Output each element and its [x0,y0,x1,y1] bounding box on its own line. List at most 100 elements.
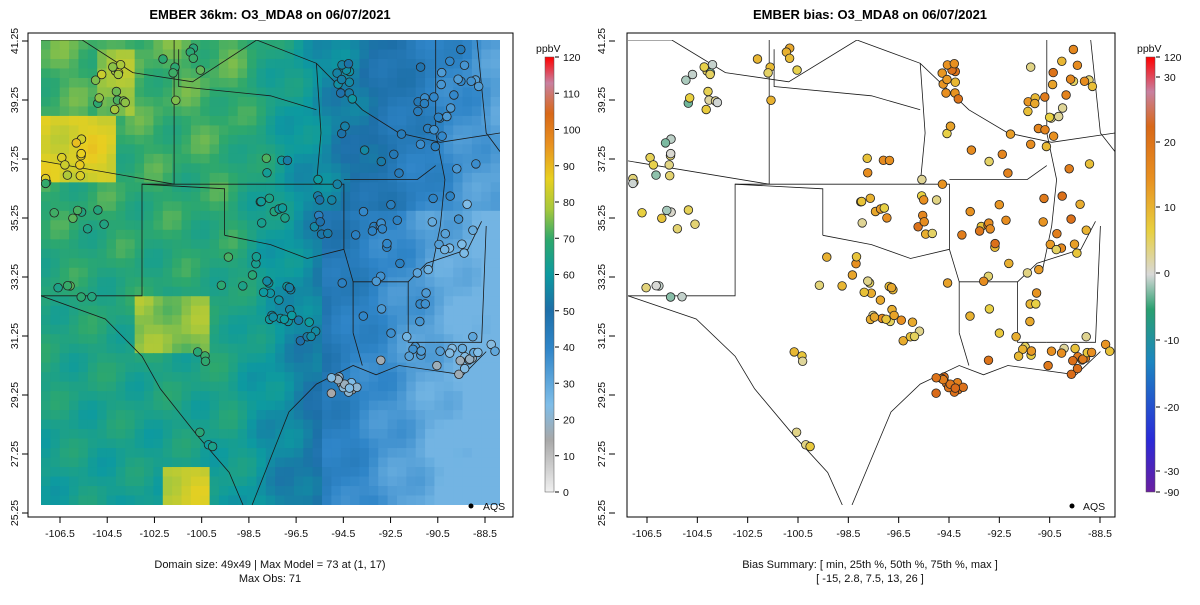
heatmap-cell [59,286,70,297]
heatmap-cell [359,343,370,354]
heatmap-cell [340,153,351,164]
heatmap-cell [237,495,248,505]
heatmap-cell [41,429,51,440]
colorbar-tick-label: 90 [563,161,575,173]
heatmap-cell [87,182,98,193]
heatmap-cell [218,191,229,202]
heatmap-cell [434,96,445,108]
heatmap-cell [162,324,173,335]
heatmap-cell [256,267,267,278]
heatmap-cell [115,315,126,326]
heatmap-cell [144,495,155,505]
bias-station-point [950,77,961,87]
heatmap-cell [434,58,445,70]
heatmap-cell [50,96,61,108]
heatmap-cell [134,58,145,70]
heatmap-cell [50,87,61,98]
heatmap-cell [284,106,295,117]
heatmap-cell [481,68,492,79]
obs-station-point [358,206,369,217]
heatmap-cell [443,134,454,145]
heatmap-cell [471,172,482,183]
heatmap-cell [471,476,482,487]
heatmap-cell [172,115,183,127]
heatmap-cell [97,324,108,335]
heatmap-cell [218,324,229,335]
border-line [41,295,244,505]
heatmap-cell [190,172,201,183]
obs-station-point [62,170,73,180]
border-line [1046,225,1101,343]
bias-station-point [917,174,927,185]
heatmap-cell [115,353,126,364]
heatmap-cell [340,267,351,278]
heatmap-cell [125,419,136,430]
heatmap-cell [87,457,98,468]
heatmap-cell [59,476,70,487]
heatmap-cell [172,343,183,354]
heatmap-cell [293,267,304,278]
heatmap-cell [275,239,286,250]
bias-station-point [701,104,711,115]
bias-station-point [1023,106,1033,117]
heatmap-cell [303,125,314,136]
heatmap-cell [134,362,145,373]
heatmap-cell [200,96,211,108]
heatmap-cell [218,467,229,478]
heatmap-cell [153,467,164,478]
heatmap-cell [134,495,145,505]
heatmap-cell [237,457,248,468]
heatmap-cell [209,467,220,478]
heatmap-cell [293,96,304,108]
heatmap-cell [396,163,407,174]
heatmap-cell [471,429,482,440]
heatmap-cell [284,248,295,259]
heatmap-cell [471,49,482,60]
heatmap-cell [303,267,314,278]
bias-station-point [851,252,862,262]
heatmap-cell [256,315,267,326]
heatmap-cell [115,144,126,155]
aqs-legend-bias: AQS [1069,501,1105,513]
heatmap-cell [97,495,108,505]
heatmap-cell [396,457,407,468]
bias-station-point [766,95,776,106]
heatmap-cell [312,286,323,297]
heatmap-cell [78,144,89,155]
heatmap-cell [209,419,220,430]
heatmap-cell [153,334,164,345]
heatmap-cell [69,324,80,335]
heatmap-cell [303,153,314,164]
heatmap-cell [443,353,454,364]
heatmap-cell [322,315,332,326]
heatmap-cell [275,286,286,297]
heatmap-cell [153,362,164,373]
heatmap-cell [378,419,389,430]
heatmap-cell [144,362,155,373]
heatmap-cell [69,163,80,174]
heatmap-cell [275,381,286,392]
heatmap-cell [153,182,164,193]
heatmap-cell [378,40,389,51]
heatmap-cell [265,258,276,269]
heatmap-cell [97,201,108,212]
heatmap-cell [378,438,389,449]
heatmap-cell [153,486,164,497]
heatmap-cell [303,172,314,183]
heatmap-cell [209,343,220,354]
heatmap-cell [256,58,267,70]
heatmap-cell [50,115,61,127]
heatmap-cell [425,182,436,193]
heatmap-cell [471,457,482,468]
heatmap-cell [144,457,155,468]
heatmap-cell [368,343,379,354]
heatmap-cell [462,448,473,459]
heatmap-cell [162,334,173,345]
heatmap-cell [350,410,361,421]
heatmap-cell [368,438,379,449]
heatmap-cell [190,96,201,108]
heatmap-cell [190,267,201,278]
heatmap-cell [228,77,239,89]
heatmap-cell [256,324,267,335]
bias-station-point [1100,339,1111,350]
